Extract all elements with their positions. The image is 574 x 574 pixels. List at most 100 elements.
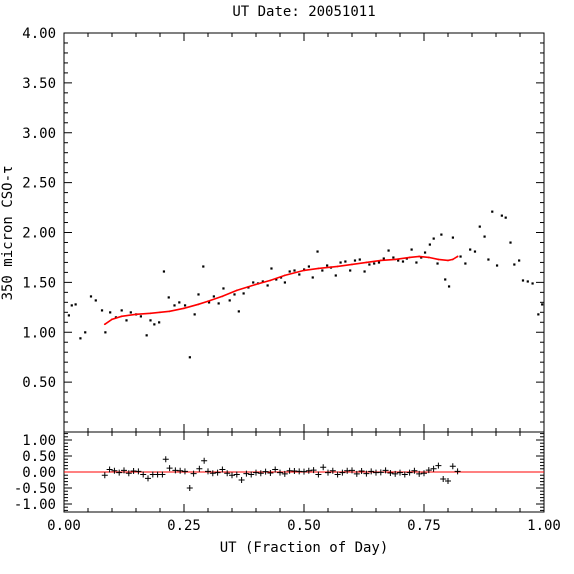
main-plot-frame [63,32,545,433]
y-axis-label: 350 micron CSO-τ [0,166,16,301]
data-point [162,270,166,273]
y-tick-label: -1.00 [14,497,56,513]
data-point [125,319,128,322]
data-point [207,301,211,304]
data-point [509,241,512,244]
residual-point [454,468,461,475]
residual-point [166,465,173,472]
data-point [222,287,225,290]
residual-point [445,477,451,484]
data-point [423,251,427,254]
fit-point [418,255,421,258]
residual-point [339,469,346,476]
residual-point [253,469,259,476]
data-point [270,267,273,270]
data-point [459,255,462,258]
data-point [74,303,77,306]
residual-point [305,467,312,474]
data-point [70,304,73,307]
residual-point [301,468,307,475]
residual-point [162,456,169,463]
y-tick-label: 4.00 [22,26,56,42]
residual-point [101,472,108,479]
data-point [415,261,418,264]
residual-point [281,470,288,477]
data-point [233,293,236,296]
x-tick-label: 0.00 [47,518,81,534]
residual-point [349,467,355,474]
data-point [275,278,278,281]
data-point [487,258,490,261]
data-point [483,235,486,238]
residual-point [406,469,413,476]
residual-point [315,471,322,478]
residual-point [201,457,208,464]
fit-point [437,258,440,261]
fit-point [255,283,257,286]
residual-point [196,465,203,472]
residual-point [209,470,216,477]
data-point [500,214,503,217]
data-point [382,257,385,260]
residual-point [186,485,193,491]
residual-point [353,470,360,477]
data-point [428,243,431,246]
data-point [109,311,112,314]
data-point [518,259,521,262]
residual-point [145,475,151,482]
data-point [261,280,264,283]
fit-point [197,303,200,306]
data-point [368,263,371,266]
residual-point [140,471,147,478]
data-point [541,303,544,306]
fit-point [451,258,454,261]
fit-point [183,307,185,310]
x-tick-label: 0.75 [407,518,441,534]
fit-line [104,255,459,325]
data-point [67,314,70,317]
residual-point [181,468,188,475]
data-point [521,279,525,282]
residual-point [382,467,389,474]
data-point [469,248,472,251]
residual-point [368,468,375,475]
fit-point [159,311,161,314]
y-tick-label: 1.00 [22,325,56,341]
residual-point [358,468,365,475]
data-point [349,269,352,272]
data-point [183,304,187,307]
data-point [158,321,161,324]
residual-point [135,468,142,475]
data-point [298,273,301,276]
residual-point [224,470,231,477]
residual-point [440,476,447,483]
data-point [94,299,97,302]
data-point [303,268,306,271]
residual-point [205,468,211,475]
residual-point [248,471,255,478]
fit-point [351,263,353,266]
fit-point [427,256,430,259]
data-point [531,282,534,285]
data-point [432,237,435,240]
residual-point [111,467,118,474]
data-point [537,313,540,316]
residual-point [106,466,113,473]
fit-point [168,310,171,313]
data-point [316,250,319,253]
residual-point [116,469,123,476]
data-point [464,262,467,265]
data-point [129,311,132,314]
y-tick-label: 0.50 [22,449,56,465]
fit-point [149,312,152,315]
data-point [89,295,93,298]
data-point [173,304,176,307]
residual-point [238,477,245,483]
fit-point [447,259,449,262]
chart-title: UT Date: 20051011 [232,4,375,20]
main-plot-data [67,210,544,359]
data-point [440,233,443,236]
data-point [242,292,245,295]
data-point [513,263,516,266]
